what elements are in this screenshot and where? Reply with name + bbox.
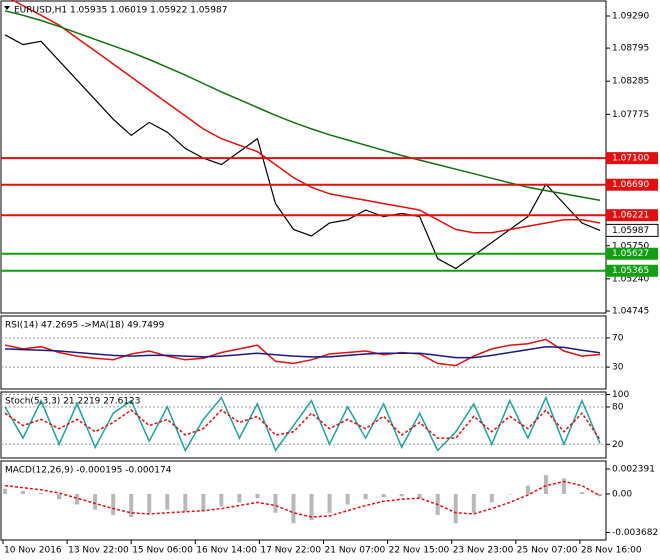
histogram-bar <box>237 493 242 503</box>
histogram-bar <box>111 493 116 515</box>
time-label: 21 Nov 07:00 <box>325 546 386 556</box>
panel-frame <box>0 315 607 390</box>
histogram-bar <box>561 478 566 494</box>
y-tick-label: 80 <box>612 402 624 412</box>
y-tick-label: 1.04745 <box>612 306 649 316</box>
series-line <box>4 480 601 518</box>
histogram-bar <box>399 493 404 497</box>
histogram-bar <box>291 493 296 524</box>
level-tag <box>606 152 658 165</box>
y-tick-label: 0.00 <box>612 489 632 499</box>
level-tag <box>606 209 658 222</box>
symbol-marker <box>4 6 10 10</box>
time-label: 17 Nov 22:00 <box>260 546 321 556</box>
level-label: 1.06690 <box>612 180 649 190</box>
histogram-bar <box>219 493 224 507</box>
series-line <box>4 345 601 359</box>
histogram-bar <box>165 493 170 510</box>
level-tag <box>606 247 658 260</box>
histogram-bar <box>345 493 350 505</box>
panel-title: Stoch(5,3,3) 21.2219 27.6123 <box>5 397 140 407</box>
y-tick-label: 20 <box>612 440 624 450</box>
histogram-bar <box>453 493 458 524</box>
time-label: 22 Nov 15:00 <box>389 546 450 556</box>
histogram-bar <box>309 493 314 521</box>
series-line <box>4 408 601 441</box>
y-tick-label: 30 <box>612 363 624 373</box>
panel-frame <box>0 391 607 459</box>
histogram-bar <box>201 493 206 511</box>
histogram-bar <box>543 475 548 494</box>
y-tick-label: 1.05750 <box>612 241 649 251</box>
y-tick-label: -0.003682 <box>612 528 658 538</box>
histogram-bar <box>327 493 332 513</box>
y-tick-label: 70 <box>612 333 624 343</box>
series-line <box>4 10 601 202</box>
y-tick-label: 1.08285 <box>612 77 649 87</box>
histogram-bar <box>489 493 494 503</box>
histogram-bar <box>21 490 26 494</box>
histogram-bar <box>39 492 44 494</box>
level-tag <box>606 264 658 277</box>
level-tag <box>606 178 658 191</box>
histogram-bar <box>417 493 422 499</box>
histogram-bar <box>129 493 134 517</box>
histogram-bar <box>93 493 98 510</box>
series-line <box>4 34 601 270</box>
time-label: 13 Nov 22:00 <box>68 546 129 556</box>
level-label: 1.07100 <box>612 154 649 164</box>
time-label: 15 Nov 06:00 <box>132 546 193 556</box>
level-label: 1.05627 <box>612 249 649 259</box>
last-price-tag <box>605 223 659 237</box>
panel-title: RSI(14) 47.2695 ->MA(18) 49.7499 <box>5 321 165 331</box>
y-tick-label: 0.002391 <box>612 464 655 474</box>
y-tick-label: 1.08795 <box>612 44 649 54</box>
histogram-bar <box>3 488 7 494</box>
series-line <box>4 338 601 367</box>
histogram-bar <box>381 493 386 498</box>
time-label: 28 Nov 16:00 <box>581 546 642 556</box>
series-line <box>4 395 601 453</box>
y-tick-label: 1.09290 <box>612 11 649 21</box>
panel-title: MACD(12,26,9) -0.000195 -0.000174 <box>5 466 172 476</box>
histogram-bar <box>255 493 260 499</box>
time-label: 16 Nov 14:00 <box>196 546 257 556</box>
histogram-bar <box>75 493 80 505</box>
y-tick-label: 1.05240 <box>612 274 649 284</box>
time-label: 10 Nov 2016 <box>4 546 62 556</box>
time-label: 25 Nov 07:00 <box>517 546 578 556</box>
histogram-bar <box>183 493 188 512</box>
histogram-bar <box>579 491 584 494</box>
time-label: 23 Nov 23:00 <box>453 546 514 556</box>
last-price-label: 1.05987 <box>612 226 649 236</box>
histogram-bar <box>57 493 62 500</box>
histogram-bar <box>363 493 368 500</box>
panel-title: EURUSD,H1 1.05935 1.06019 1.05922 1.0598… <box>14 6 227 16</box>
y-tick-label: 100 <box>612 390 629 400</box>
histogram-bar <box>273 493 278 513</box>
histogram-bar <box>525 485 530 494</box>
level-label: 1.05365 <box>612 266 649 276</box>
histogram-bar <box>147 493 152 513</box>
series-line <box>11 0 601 234</box>
level-label: 1.06221 <box>612 211 649 221</box>
histogram-bar <box>471 493 476 513</box>
y-tick-label: 1.07775 <box>612 110 649 120</box>
histogram-bar <box>507 493 512 495</box>
